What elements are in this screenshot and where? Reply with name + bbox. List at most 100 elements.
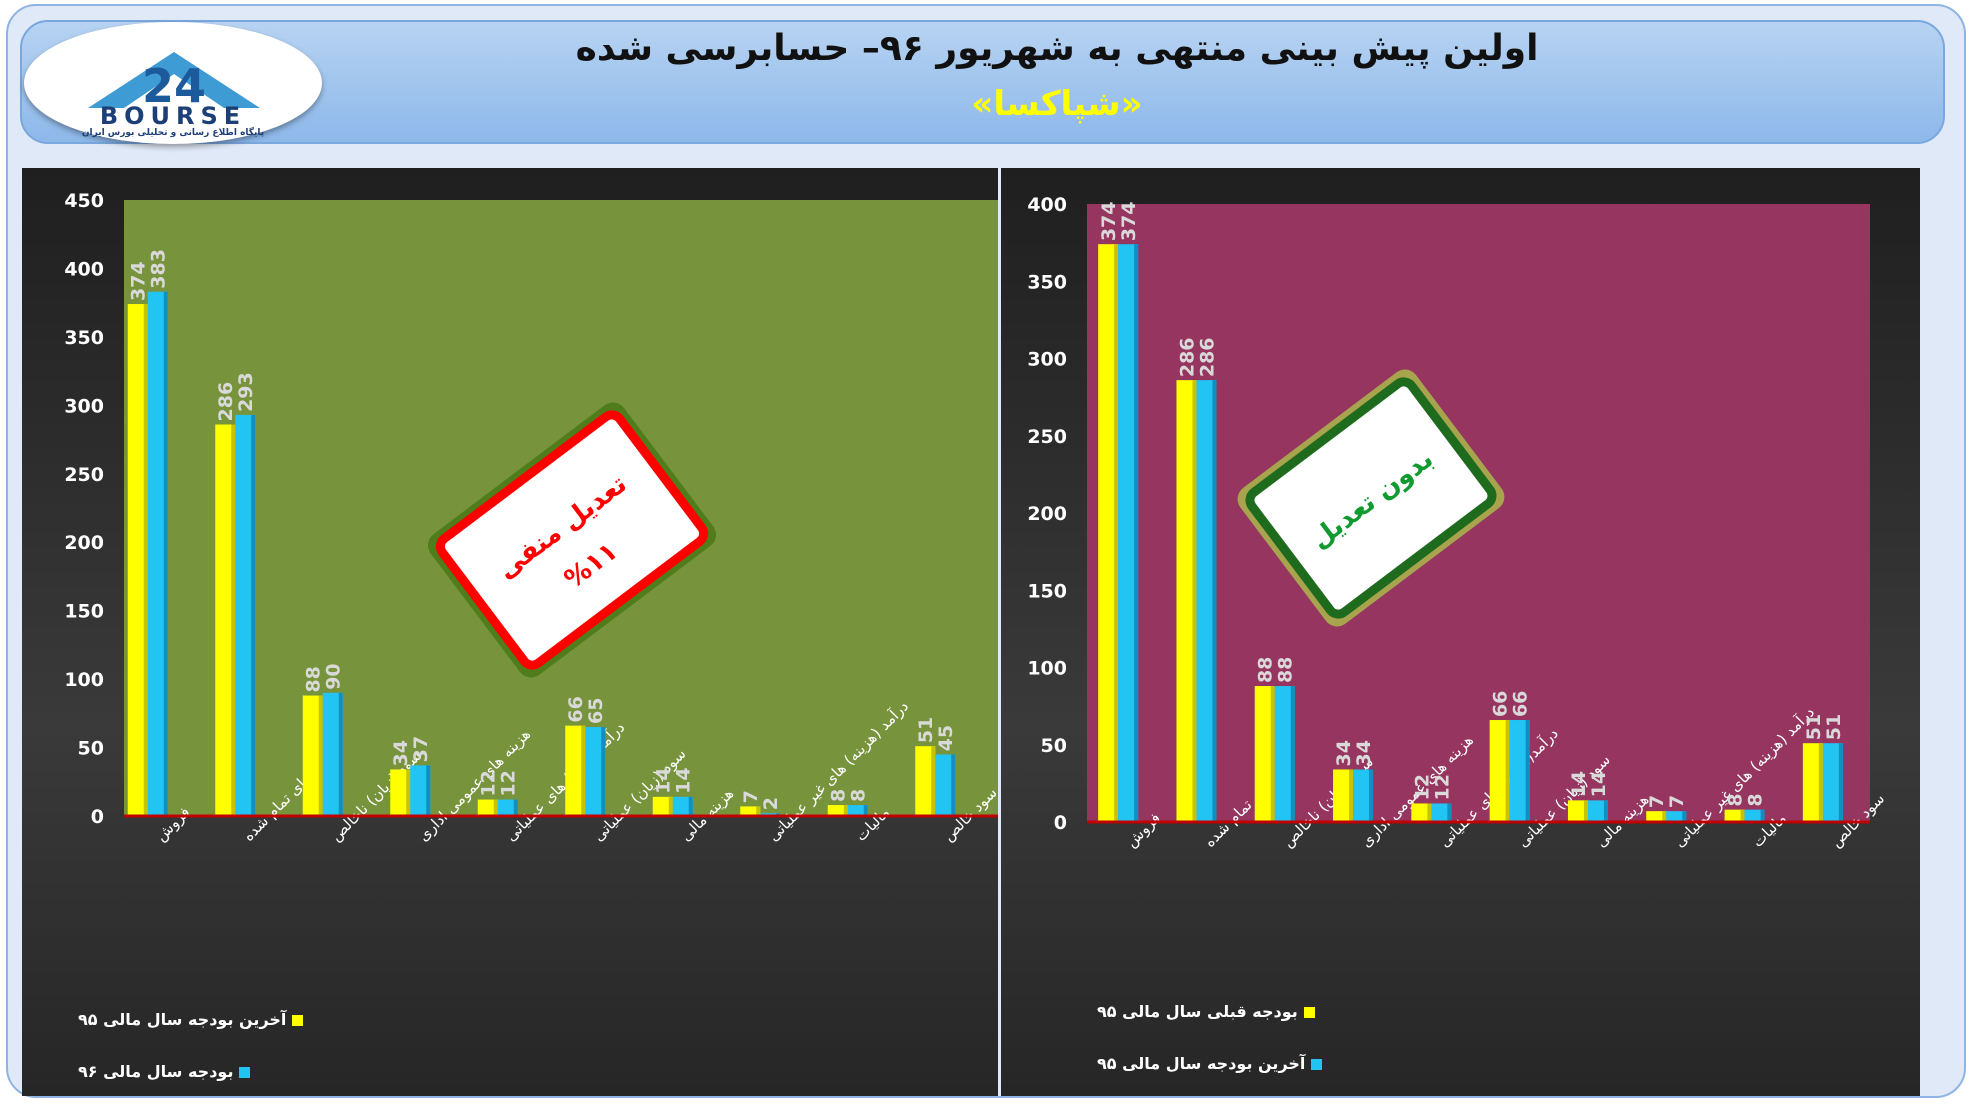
left-chart-panel: 0 50 100 150 200 250 300 350 400 450 374 383 فروش 286…: [22, 168, 998, 1096]
data-label: 14: [673, 767, 695, 793]
bar-shade: [406, 769, 411, 816]
logo-tagline: پایگاه اطلاع رسانی و تحلیلی بورس ایران: [81, 128, 265, 138]
right-legend-label-2: آخرین بودجه سال مالی ۹۵: [1097, 1054, 1306, 1073]
bar-shade: [1212, 380, 1217, 822]
bar: [1567, 800, 1588, 822]
bar: [410, 765, 431, 816]
left-chart: 050100150200250300350400450374383فروش286…: [64, 190, 998, 845]
right-legend-item-1: بودجه قبلی سال مالی ۹۵: [1097, 1002, 1315, 1021]
bar-shade: [1682, 811, 1687, 822]
left-legend-item-2: بودجه سال مالی ۹۶: [78, 1062, 251, 1081]
data-label: 66: [1490, 691, 1512, 717]
bar: [1274, 686, 1295, 822]
bar-shade: [601, 727, 606, 816]
y-tick-label: 250: [64, 464, 104, 486]
y-tick-label: 50: [78, 738, 104, 760]
left-legend-label-1: آخرین بودجه سال مالی ۹۵: [78, 1010, 287, 1029]
bar-shade: [426, 765, 431, 816]
data-label: 374: [1118, 201, 1140, 241]
data-label: 66: [1510, 691, 1532, 717]
bar-shade: [668, 796, 673, 816]
bar: [215, 424, 236, 816]
bar-shade: [1662, 811, 1667, 822]
data-label: 7: [1646, 795, 1668, 808]
data-label: 88: [1275, 657, 1297, 683]
data-label: 14: [1588, 771, 1610, 797]
bar-shade: [1818, 743, 1823, 822]
data-label: 374: [128, 261, 150, 301]
data-label: 8: [1725, 793, 1747, 806]
bar: [935, 754, 956, 816]
data-label: 51: [1823, 714, 1845, 740]
bar-shade: [143, 304, 148, 816]
y-tick-label: 0: [91, 806, 104, 828]
bar: [1822, 743, 1843, 822]
y-tick-label: 0: [1054, 812, 1067, 834]
bar-shade: [318, 695, 323, 816]
page-title: اولین پیش بینی منتهی به شهریور ۹۶– حسابر…: [575, 28, 1539, 69]
bar-shade: [1192, 380, 1197, 822]
data-label: 37: [410, 736, 432, 762]
data-label: 12: [478, 770, 500, 796]
data-label: 2: [760, 797, 782, 810]
left-legend-item-1: آخرین بودجه سال مالی ۹۵: [78, 1010, 304, 1029]
bar: [1431, 803, 1452, 822]
bar: [127, 304, 148, 816]
y-tick-label: 350: [64, 327, 104, 349]
bar-shade: [951, 754, 956, 816]
bar-shade: [1369, 769, 1374, 822]
y-tick-label: 300: [64, 395, 104, 417]
bar-shade: [931, 746, 936, 816]
data-label: 383: [148, 249, 170, 289]
bar: [1098, 244, 1119, 823]
data-label: 12: [1431, 774, 1453, 800]
bar-shade: [1270, 686, 1275, 822]
badge-box: [435, 410, 709, 670]
data-label: 286: [1196, 337, 1218, 377]
bar: [1802, 743, 1823, 822]
bar: [1176, 380, 1197, 822]
bar: [1489, 720, 1510, 822]
bar: [1509, 720, 1530, 822]
y-tick-label: 350: [1027, 271, 1067, 293]
bar: [1196, 380, 1217, 822]
data-label: 90: [323, 663, 345, 689]
bar: [1724, 809, 1745, 822]
bar: [390, 769, 411, 816]
bar: [1744, 809, 1765, 822]
data-label: 286: [215, 382, 237, 422]
bar-shade: [1838, 743, 1843, 822]
data-label: 286: [1176, 337, 1198, 377]
data-label: 34: [390, 740, 412, 766]
bar-shade: [1114, 244, 1119, 823]
bar-shade: [1427, 803, 1432, 822]
data-label: 7: [1666, 795, 1688, 808]
header-banner: اولین پیش بینی منتهی به شهریور ۹۶– حسابر…: [20, 20, 1945, 144]
bar-shade: [1134, 244, 1139, 823]
legend-swatch-cyan: [1311, 1059, 1323, 1070]
bar-shade: [863, 805, 868, 816]
bar-shade: [513, 799, 518, 816]
bar: [1587, 800, 1608, 822]
bar: [1666, 811, 1687, 822]
data-label: 14: [1568, 771, 1590, 797]
bar: [672, 796, 693, 816]
bar: [235, 414, 256, 816]
bar: [1353, 769, 1374, 822]
bar-shade: [493, 799, 498, 816]
left-legend-label-2: بودجه سال مالی ۹۶: [78, 1062, 234, 1081]
bar: [652, 796, 673, 816]
bar: [740, 806, 761, 816]
bar-shade: [1349, 769, 1354, 822]
bar: [322, 692, 343, 816]
bar: [915, 746, 936, 816]
badge: بدون تعدیل: [1237, 369, 1505, 627]
badge: تعدیل منفی%۱۱: [428, 402, 716, 678]
legend-swatch-cyan: [239, 1067, 251, 1078]
bar-shade: [1447, 803, 1452, 822]
data-label: 8: [828, 789, 850, 802]
bar: [1333, 769, 1354, 822]
right-legend-item-2: آخرین بودجه سال مالی ۹۵: [1097, 1054, 1323, 1073]
data-label: 8: [848, 789, 870, 802]
